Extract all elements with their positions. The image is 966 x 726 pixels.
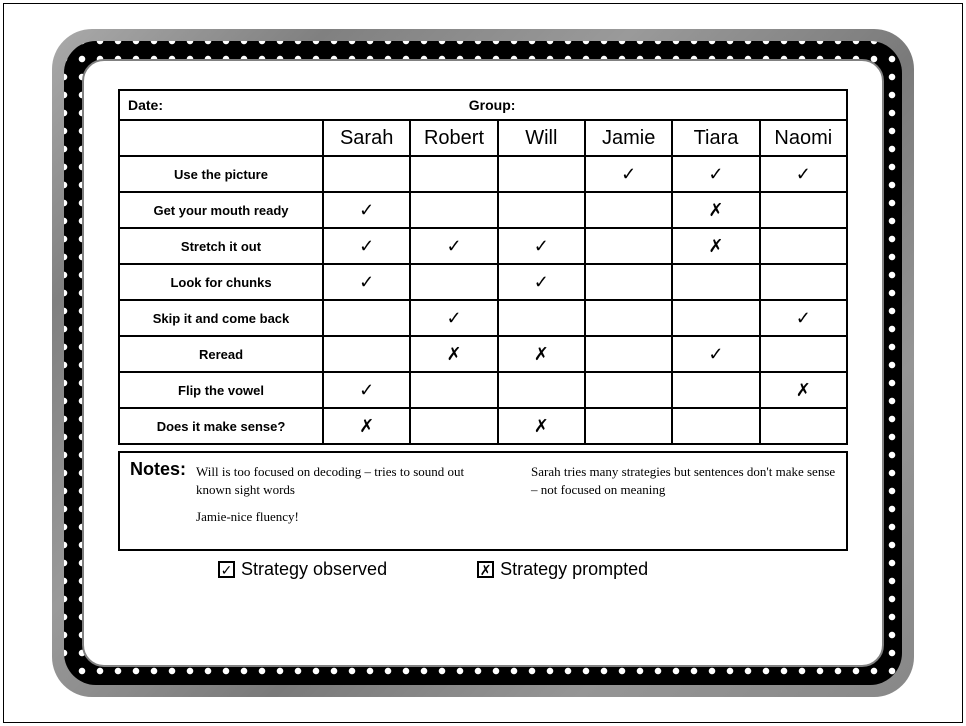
page-outer-border: Date: Group: Sarah Robert Will Jamie Tia…: [3, 3, 963, 723]
notes-col-left: Will is too focused on decoding – tries …: [196, 459, 501, 526]
content-panel: Date: Group: Sarah Robert Will Jamie Tia…: [82, 59, 884, 667]
note-text: Jamie-nice fluency!: [196, 508, 501, 526]
mark-cell: ✓: [323, 192, 410, 228]
strategy-label: Use the picture: [119, 156, 323, 192]
table-row: Reread ✗✗ ✓: [119, 336, 847, 372]
strategy-col-header: [119, 120, 323, 156]
mark-cell: [585, 408, 672, 444]
gray-textured-frame: Date: Group: Sarah Robert Will Jamie Tia…: [52, 29, 914, 697]
header-row: Date: Group:: [118, 89, 848, 119]
mark-cell: [760, 408, 847, 444]
mark-cell: ✗: [498, 408, 585, 444]
mark-cell: [585, 192, 672, 228]
strategy-label: Skip it and come back: [119, 300, 323, 336]
mark-cell: [585, 228, 672, 264]
mark-cell: [323, 300, 410, 336]
table-row: Use the picture✓✓✓: [119, 156, 847, 192]
mark-cell: ✗: [672, 228, 759, 264]
mark-cell: [672, 408, 759, 444]
mark-cell: [410, 192, 497, 228]
notes-label: Notes:: [130, 459, 186, 480]
mark-cell: [585, 336, 672, 372]
mark-cell: ✗: [760, 372, 847, 408]
notes-body: Will is too focused on decoding – tries …: [196, 459, 836, 526]
mark-cell: [498, 300, 585, 336]
mark-cell: ✓: [410, 228, 497, 264]
mark-cell: ✗: [323, 408, 410, 444]
mark-cell: [760, 264, 847, 300]
legend-observed: ✓ Strategy observed: [218, 559, 387, 580]
checkbox-checked-icon: ✓: [218, 561, 235, 578]
student-name: Robert: [410, 120, 497, 156]
checkbox-cross-icon: ✗: [477, 561, 494, 578]
mark-cell: ✓: [498, 264, 585, 300]
table-row: Skip it and come back ✓ ✓: [119, 300, 847, 336]
mark-cell: ✓: [672, 336, 759, 372]
strategy-table: Sarah Robert Will Jamie Tiara Naomi Use …: [118, 119, 848, 445]
date-label: Date:: [128, 97, 469, 113]
mark-cell: ✓: [498, 228, 585, 264]
student-name: Naomi: [760, 120, 847, 156]
table-row: Get your mouth ready✓ ✗: [119, 192, 847, 228]
legend-prompted-label: Strategy prompted: [500, 559, 648, 580]
note-text: Will is too focused on decoding – tries …: [196, 463, 501, 498]
mark-cell: [498, 192, 585, 228]
mark-cell: [410, 156, 497, 192]
student-name: Jamie: [585, 120, 672, 156]
note-text: Sarah tries many strategies but sentence…: [531, 463, 836, 498]
mark-cell: [498, 156, 585, 192]
table-row: Flip the vowel✓ ✗: [119, 372, 847, 408]
mark-cell: [410, 408, 497, 444]
student-name: Tiara: [672, 120, 759, 156]
strategy-label: Does it make sense?: [119, 408, 323, 444]
mark-cell: ✓: [410, 300, 497, 336]
table-header-row: Sarah Robert Will Jamie Tiara Naomi: [119, 120, 847, 156]
strategy-label: Look for chunks: [119, 264, 323, 300]
mark-cell: ✗: [498, 336, 585, 372]
table-row: Look for chunks✓✓: [119, 264, 847, 300]
mark-cell: [410, 372, 497, 408]
strategy-label: Get your mouth ready: [119, 192, 323, 228]
legend: ✓ Strategy observed ✗ Strategy prompted: [118, 559, 848, 580]
polka-dot-frame: Date: Group: Sarah Robert Will Jamie Tia…: [64, 41, 902, 685]
mark-cell: [410, 264, 497, 300]
mark-cell: [323, 156, 410, 192]
legend-observed-label: Strategy observed: [241, 559, 387, 580]
mark-cell: [760, 192, 847, 228]
mark-cell: ✓: [323, 264, 410, 300]
mark-cell: ✗: [410, 336, 497, 372]
mark-cell: ✓: [760, 156, 847, 192]
legend-prompted: ✗ Strategy prompted: [477, 559, 648, 580]
table-row: Does it make sense?✗✗: [119, 408, 847, 444]
mark-cell: ✓: [672, 156, 759, 192]
mark-cell: [323, 336, 410, 372]
table-row: Stretch it out✓✓✓✗: [119, 228, 847, 264]
strategy-label: Flip the vowel: [119, 372, 323, 408]
mark-cell: [672, 372, 759, 408]
mark-cell: [672, 264, 759, 300]
mark-cell: [585, 264, 672, 300]
mark-cell: ✓: [585, 156, 672, 192]
student-name: Sarah: [323, 120, 410, 156]
group-label: Group:: [469, 97, 838, 113]
mark-cell: [760, 228, 847, 264]
mark-cell: ✓: [323, 372, 410, 408]
mark-cell: [672, 300, 759, 336]
mark-cell: ✓: [323, 228, 410, 264]
strategy-label: Stretch it out: [119, 228, 323, 264]
mark-cell: [760, 336, 847, 372]
mark-cell: ✗: [672, 192, 759, 228]
notes-col-right: Sarah tries many strategies but sentence…: [531, 459, 836, 526]
notes-box: Notes: Will is too focused on decoding –…: [118, 451, 848, 551]
mark-cell: [585, 372, 672, 408]
mark-cell: [585, 300, 672, 336]
mark-cell: ✓: [760, 300, 847, 336]
strategy-label: Reread: [119, 336, 323, 372]
mark-cell: [498, 372, 585, 408]
student-name: Will: [498, 120, 585, 156]
